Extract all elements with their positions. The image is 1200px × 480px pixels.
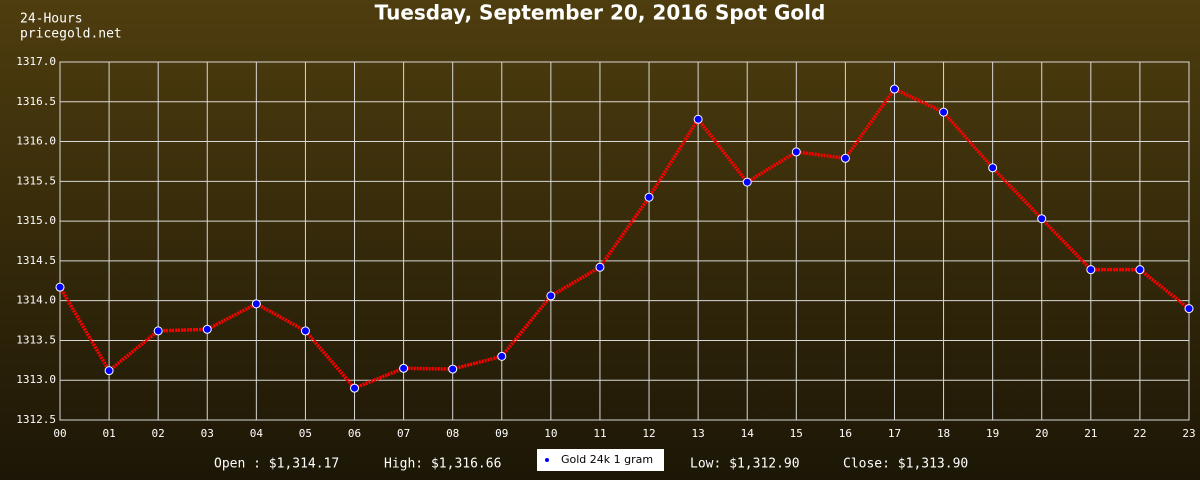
header-line: pricegold.net [20,27,122,42]
x-tick-label: 01 [102,427,115,440]
marker [742,177,752,187]
marker [988,163,998,173]
marker [1086,265,1096,275]
x-tick-label: 11 [593,427,606,440]
line [58,86,1191,391]
marker [350,383,360,393]
marker [448,364,458,374]
footer-stat: Close: $1,313.90 [843,457,968,472]
marker [202,324,212,334]
y-tick-label: 1316.0 [16,135,56,148]
footer-stat: Low: $1,312.90 [690,457,800,472]
x-tick-label: 07 [397,427,410,440]
x-tick-label: 09 [495,427,508,440]
marker [546,291,556,301]
marker [1037,214,1047,224]
x-tick-label: 18 [937,427,950,440]
marker [595,262,605,272]
x-tick-label: 00 [53,427,66,440]
legend-label: Gold 24k 1 gram [561,453,653,466]
y-tick-label: 1313.0 [16,373,56,386]
marker [840,153,850,163]
chart-title: Tuesday, September 20, 2016 Spot Gold [375,1,826,25]
x-tick-label: 20 [1035,427,1048,440]
x-tick-label: 13 [692,427,705,440]
plot-border [59,61,1190,421]
x-tick-label: 23 [1182,427,1195,440]
y-tick-label: 1315.0 [16,214,56,227]
x-tick-label: 12 [642,427,655,440]
marker [939,107,949,117]
x-tick-label: 21 [1084,427,1097,440]
footer-stat: High: $1,316.66 [384,457,501,472]
legend-marker [545,458,549,462]
marker [889,84,899,94]
x-tick-label: 02 [152,427,165,440]
header-line: 24-Hours [20,12,83,27]
y-tick-label: 1312.5 [16,413,56,426]
x-tick-label: 22 [1133,427,1146,440]
y-tick-label: 1314.5 [16,254,56,267]
marker [693,114,703,124]
y-tick-label: 1314.0 [16,294,56,307]
y-tick-label: 1313.5 [16,333,56,346]
x-tick-label: 17 [888,427,901,440]
y-tick-label: 1317.0 [16,55,56,68]
marker [104,366,114,376]
x-tick-label: 15 [790,427,803,440]
x-tick-label: 16 [839,427,852,440]
marker [791,147,801,157]
marker [153,326,163,336]
footer-stat: Open : $1,314.17 [214,457,339,472]
x-tick-label: 05 [299,427,312,440]
marker [300,326,310,336]
x-tick-label: 06 [348,427,361,440]
marker [497,351,507,361]
x-tick-label: 03 [201,427,214,440]
marker [1184,304,1194,314]
legend-box [537,449,664,471]
marker [399,363,409,373]
x-tick-label: 19 [986,427,999,440]
marker [55,282,65,292]
y-tick-label: 1316.5 [16,95,56,108]
y-tick-label: 1315.5 [16,174,56,187]
marker [1135,265,1145,275]
x-tick-label: 08 [446,427,459,440]
x-tick-label: 14 [741,427,755,440]
x-tick-label: 10 [544,427,557,440]
marker [644,192,654,202]
x-tick-label: 04 [250,427,264,440]
marker [251,299,261,309]
